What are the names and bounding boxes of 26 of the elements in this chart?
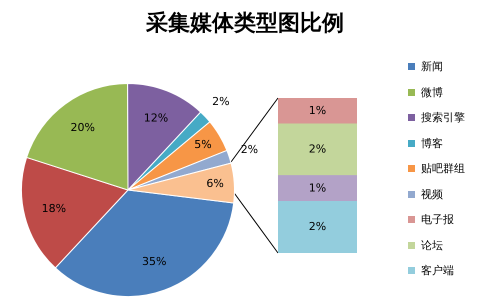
legend-label: 博客	[421, 136, 443, 151]
chart-title: 采集媒体类型图比例	[145, 9, 345, 38]
data-label: 2%	[212, 95, 230, 108]
data-label: 20%	[70, 120, 95, 134]
bar	[278, 124, 357, 176]
bar	[278, 175, 357, 202]
legend-label: 客户端	[421, 263, 454, 278]
data-label: 2%	[240, 142, 258, 156]
legend-label: 视频	[421, 186, 443, 202]
data-label: 6%	[206, 177, 224, 190]
data-label: 12%	[144, 111, 168, 124]
data-label: 2%	[308, 220, 326, 234]
legend-label: 贴吧群组	[421, 161, 465, 176]
legend-label: 论坛	[421, 238, 443, 253]
legend-label: 新闻	[421, 59, 443, 74]
legend-label: 微博	[421, 84, 443, 100]
legend-label: 电子报	[421, 212, 454, 228]
legend-label: 搜索引擎	[421, 110, 465, 126]
data-label: 2%	[308, 142, 326, 156]
data-label: 1%	[308, 104, 326, 117]
data-label: 18%	[42, 202, 66, 216]
bar	[278, 201, 357, 253]
bar	[278, 98, 357, 124]
data-label: 35%	[142, 254, 166, 268]
data-label: 5%	[194, 138, 212, 152]
data-label: 1%	[308, 181, 326, 194]
